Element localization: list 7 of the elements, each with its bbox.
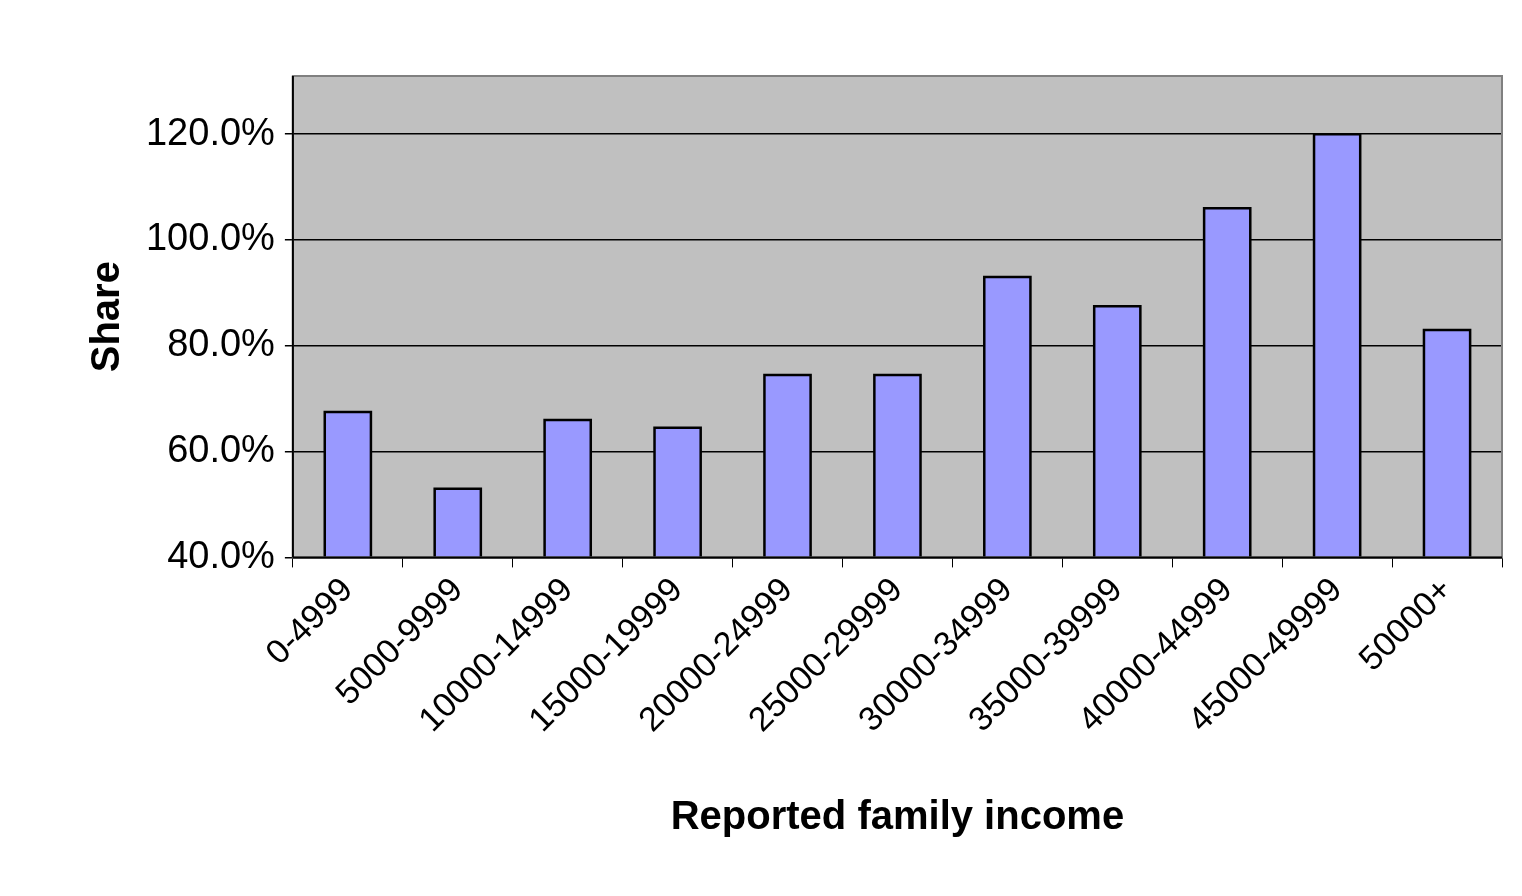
y-axis-title: Share [83,261,128,373]
y-tick-label: 100.0% [145,216,275,259]
y-tick-label: 40.0% [167,533,275,576]
y-tick-label: 60.0% [167,428,275,471]
y-tick-label: 80.0% [167,322,275,365]
x-axis-title: Reported family income [670,793,1125,838]
y-tick-label: 120.0% [145,110,275,153]
